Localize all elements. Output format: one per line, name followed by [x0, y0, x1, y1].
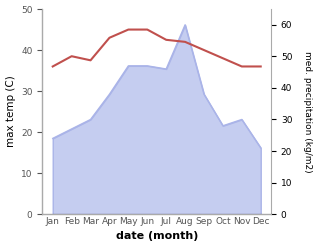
X-axis label: date (month): date (month) — [115, 231, 198, 242]
Y-axis label: max temp (C): max temp (C) — [5, 76, 16, 147]
Y-axis label: med. precipitation (kg/m2): med. precipitation (kg/m2) — [303, 51, 313, 172]
